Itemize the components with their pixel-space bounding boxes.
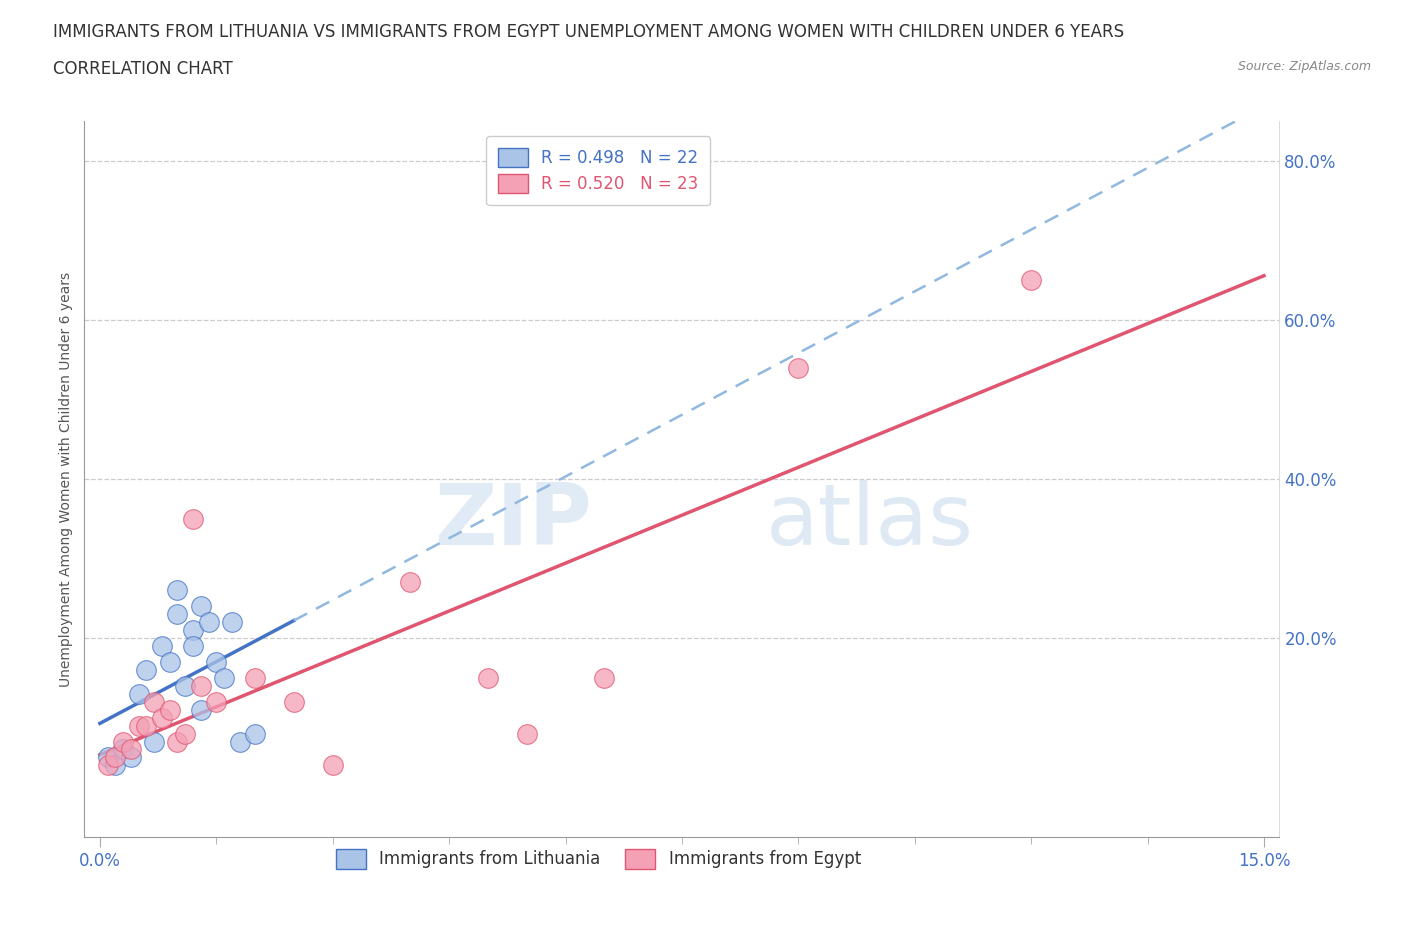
- Text: IMMIGRANTS FROM LITHUANIA VS IMMIGRANTS FROM EGYPT UNEMPLOYMENT AMONG WOMEN WITH: IMMIGRANTS FROM LITHUANIA VS IMMIGRANTS …: [53, 23, 1125, 41]
- Point: [128, 686, 150, 701]
- Text: atlas: atlas: [766, 481, 973, 564]
- Point: [174, 678, 197, 693]
- Point: [143, 695, 166, 710]
- Point: [135, 662, 157, 677]
- Point: [212, 671, 235, 685]
- Point: [112, 734, 135, 749]
- Text: CORRELATION CHART: CORRELATION CHART: [53, 60, 233, 78]
- Point: [135, 718, 157, 733]
- Text: ZIP: ZIP: [434, 481, 592, 564]
- Point: [197, 615, 219, 630]
- Point: [166, 583, 188, 598]
- Point: [477, 671, 499, 685]
- Point: [190, 702, 212, 717]
- Point: [104, 758, 127, 773]
- Point: [243, 726, 266, 741]
- Point: [166, 734, 188, 749]
- Point: [283, 695, 305, 710]
- Point: [97, 750, 120, 764]
- Point: [128, 718, 150, 733]
- Point: [205, 695, 228, 710]
- Point: [159, 702, 181, 717]
- Point: [228, 734, 250, 749]
- Point: [243, 671, 266, 685]
- Point: [112, 742, 135, 757]
- Point: [205, 655, 228, 670]
- Point: [120, 750, 142, 764]
- Point: [322, 758, 344, 773]
- Point: [593, 671, 616, 685]
- Point: [190, 678, 212, 693]
- Point: [399, 575, 422, 590]
- Point: [787, 360, 810, 375]
- Y-axis label: Unemployment Among Women with Children Under 6 years: Unemployment Among Women with Children U…: [59, 272, 73, 686]
- Point: [120, 742, 142, 757]
- Point: [159, 655, 181, 670]
- Legend: Immigrants from Lithuania, Immigrants from Egypt: Immigrants from Lithuania, Immigrants fr…: [329, 843, 868, 875]
- Point: [143, 734, 166, 749]
- Point: [174, 726, 197, 741]
- Point: [166, 606, 188, 621]
- Text: Source: ZipAtlas.com: Source: ZipAtlas.com: [1237, 60, 1371, 73]
- Point: [104, 750, 127, 764]
- Point: [516, 726, 538, 741]
- Point: [181, 512, 204, 526]
- Point: [150, 639, 173, 654]
- Point: [181, 623, 204, 638]
- Point: [190, 599, 212, 614]
- Point: [181, 639, 204, 654]
- Point: [150, 711, 173, 725]
- Point: [1019, 272, 1042, 287]
- Point: [221, 615, 243, 630]
- Point: [97, 758, 120, 773]
